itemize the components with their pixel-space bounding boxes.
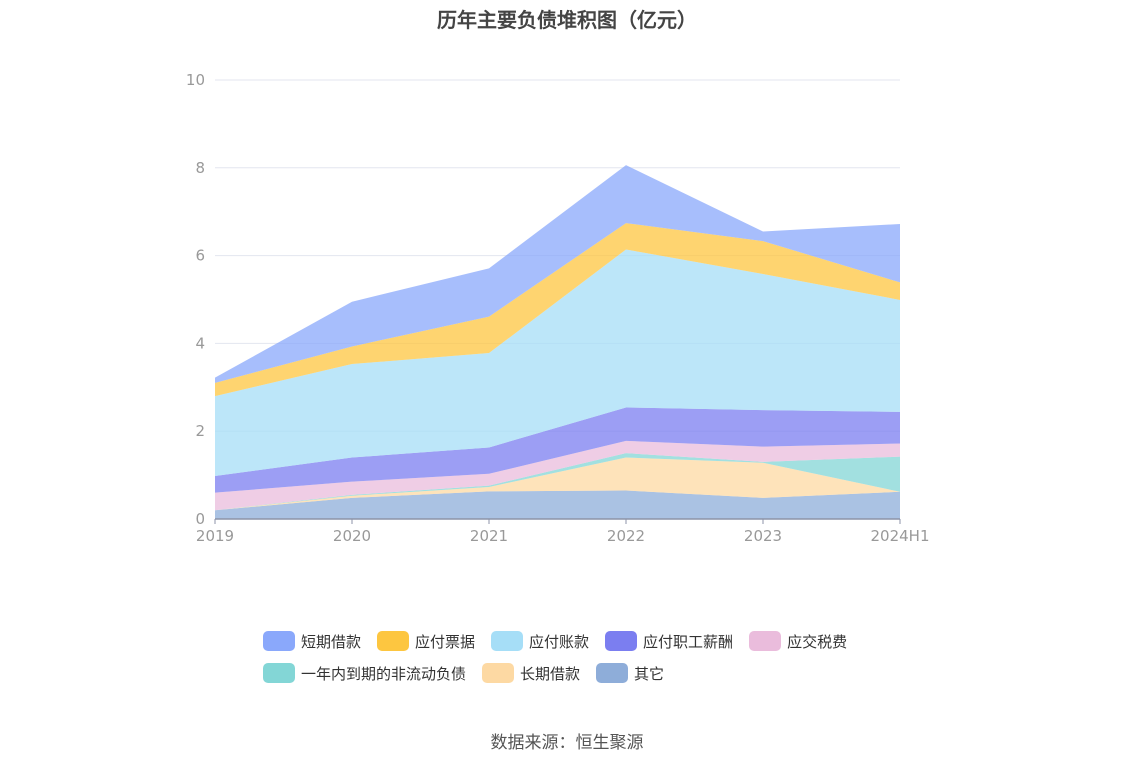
legend-label: 应付票据 xyxy=(415,632,476,651)
y-tick-label: 8 xyxy=(195,159,205,177)
legend-item[interactable]: 应交税费 xyxy=(749,631,847,652)
y-tick-label: 6 xyxy=(195,247,205,265)
legend-label: 其它 xyxy=(634,664,665,683)
area-series-其它 xyxy=(215,490,900,519)
area-series-应交税费 xyxy=(215,440,900,511)
legend-item[interactable]: 应付票据 xyxy=(377,631,475,652)
legend-item[interactable]: 应付账款 xyxy=(491,631,589,652)
chart-title: 历年主要负债堆积图（亿元） xyxy=(437,8,697,32)
y-tick-label: 10 xyxy=(186,71,205,89)
area-series-应付账款 xyxy=(215,249,900,476)
data-source-note: 数据来源：恒生聚源 xyxy=(490,733,644,753)
legend-label: 长期借款 xyxy=(520,664,581,683)
legend-label: 短期借款 xyxy=(301,632,362,651)
x-tick-label: 2022 xyxy=(607,527,645,545)
chart-legend: 短期借款 应付票据 应付账款 应付职工薪酬 应交税费 一年内到期的非流动负债 长期借款 其它 xyxy=(263,630,903,694)
y-tick-label: 0 xyxy=(195,510,205,528)
legend-item[interactable]: 一年内到期的非流动负债 xyxy=(263,663,466,684)
x-tick-label: 2023 xyxy=(744,527,782,545)
legend-swatch xyxy=(605,631,638,651)
y-tick-label: 4 xyxy=(195,334,205,352)
legend-item[interactable]: 应付职工薪酬 xyxy=(605,631,733,652)
legend-swatch xyxy=(263,631,295,651)
legend-swatch xyxy=(263,663,295,683)
legend-item[interactable]: 短期借款 xyxy=(263,631,361,652)
y-tick-label: 2 xyxy=(195,422,205,440)
legend-swatch xyxy=(482,663,515,683)
x-tick-label: 2024H1 xyxy=(871,527,930,545)
legend-swatch xyxy=(377,631,410,651)
area-series-应付票据 xyxy=(215,223,900,397)
area-series-短期借款 xyxy=(215,165,900,383)
x-tick-label: 2021 xyxy=(470,527,508,545)
legend-item[interactable]: 长期借款 xyxy=(482,663,580,684)
legend-swatch xyxy=(596,663,629,683)
legend-label: 一年内到期的非流动负债 xyxy=(301,664,467,683)
area-series-长期借款 xyxy=(215,457,900,511)
legend-label: 应交税费 xyxy=(787,632,848,651)
x-tick-label: 2020 xyxy=(333,527,371,545)
x-tick-label: 2019 xyxy=(196,527,234,545)
legend-swatch xyxy=(491,631,524,651)
legend-item[interactable]: 其它 xyxy=(596,663,664,684)
legend-swatch xyxy=(749,631,782,651)
area-series-应付职工薪酬 xyxy=(215,407,900,493)
legend-label: 应付职工薪酬 xyxy=(643,632,734,651)
legend-label: 应付账款 xyxy=(529,632,590,651)
